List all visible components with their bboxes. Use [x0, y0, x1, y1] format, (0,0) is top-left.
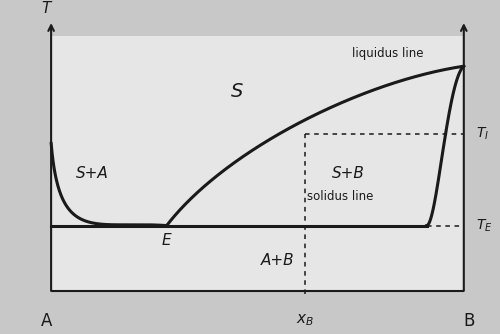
- Text: $T_E$: $T_E$: [476, 217, 493, 234]
- Text: $T_I$: $T_I$: [476, 126, 490, 142]
- Text: solidus line: solidus line: [307, 190, 374, 203]
- Text: S+A: S+A: [76, 166, 109, 181]
- Bar: [51, 36, 464, 291]
- Text: B: B: [463, 312, 474, 330]
- Text: T: T: [42, 1, 51, 16]
- Text: S+B: S+B: [332, 166, 364, 181]
- Text: A: A: [40, 312, 52, 330]
- Text: A+B: A+B: [262, 253, 295, 268]
- Text: $x_B$: $x_B$: [296, 312, 314, 328]
- Text: liquidus line: liquidus line: [352, 47, 424, 60]
- Text: S: S: [230, 82, 243, 101]
- Text: E: E: [162, 233, 172, 248]
